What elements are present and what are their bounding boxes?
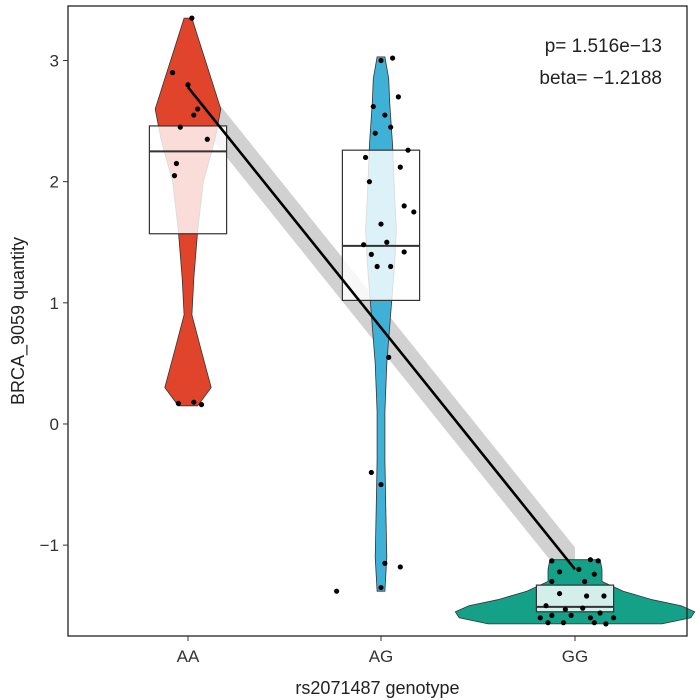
point-GG-9 [583,593,590,599]
boxplot-AA [148,125,228,235]
jitter-points [169,15,617,627]
point-AA-4 [191,112,197,118]
point-AA-9 [191,399,197,405]
x-tick-label-AG: AG [369,647,394,666]
point-AA-10 [175,400,181,406]
point-GG-13 [580,605,586,611]
point-AG-16 [368,251,374,257]
point-AG-11 [401,203,407,209]
beta-annotation: beta= −1.2188 [539,68,662,89]
y-tick-label: 0 [50,415,59,434]
point-AG-2 [370,103,376,110]
point-GG-23 [603,621,609,627]
regression-line-path [186,86,577,571]
point-GG-0 [549,558,555,564]
regression-line [186,86,577,571]
point-AG-1 [378,57,384,64]
point-AG-15 [384,239,390,245]
x-tick-label-GG: GG [562,647,588,666]
box-AA [148,125,228,235]
axes: −1 0 1 2 3 AA AG GG [40,52,589,666]
point-AA-2 [185,82,191,88]
point-GG-10 [601,593,607,599]
point-AA-8 [171,173,178,179]
point-AG-3 [382,112,388,118]
point-GG-18 [537,615,543,621]
point-AA-0 [189,15,195,21]
point-AG-22 [378,481,384,488]
point-GG-3 [576,566,582,572]
point-GG-17 [587,615,594,621]
point-GG-19 [611,615,617,621]
point-AG-19 [401,249,407,255]
point-GG-4 [556,569,563,575]
point-AA-11 [198,401,205,408]
point-GG-12 [562,606,568,612]
point-AG-25 [397,564,403,570]
point-AG-5 [388,124,394,130]
p-value-annotation: p= 1.516e−13 [545,36,662,57]
point-AG-12 [411,209,417,215]
point-AG-17 [388,263,394,270]
point-GG-8 [556,590,563,597]
x-axis-title: rs2071487 genotype [295,678,459,698]
point-AA-7 [173,160,180,167]
point-GG-21 [591,620,597,626]
point-AA-3 [195,106,201,112]
point-AG-9 [397,164,403,170]
point-AG-4 [395,94,401,100]
point-GG-2 [595,558,601,564]
boxplot-GG [535,584,615,613]
y-tick-label: 3 [50,52,59,71]
x-tick-label-AA: AA [177,647,200,666]
plot-frame [67,5,688,637]
point-GG-16 [568,612,574,619]
point-GG-1 [587,557,594,563]
point-AA-5 [177,124,183,130]
point-AG-18 [374,263,380,270]
point-AG-14 [361,242,367,248]
y-tick-label: 2 [50,173,59,192]
point-AA-1 [169,70,176,76]
point-AG-13 [378,221,384,227]
point-GG-7 [582,578,588,585]
point-AG-24 [378,584,384,591]
point-AG-0 [389,55,396,61]
point-GG-20 [560,620,567,626]
y-axis-title: BRCA_9059 quantity [8,237,29,405]
y-tick-label: 1 [50,294,59,313]
point-AG-8 [362,154,369,161]
point-GG-11 [543,603,549,609]
point-GG-22 [545,620,551,626]
point-AG-7 [405,147,411,153]
point-GG-6 [549,578,555,585]
point-AG-10 [366,179,373,185]
point-AA-6 [204,136,210,142]
point-GG-5 [591,571,597,577]
point-AG-6 [372,130,378,136]
point-GG-14 [597,610,603,616]
point-AG-26 [382,560,388,566]
point-AG-20 [386,354,392,360]
point-AG-21 [368,469,374,476]
point-AG-23 [334,588,340,594]
violins [154,17,696,625]
y-tick-label: −1 [40,536,59,555]
point-GG-15 [549,612,555,619]
